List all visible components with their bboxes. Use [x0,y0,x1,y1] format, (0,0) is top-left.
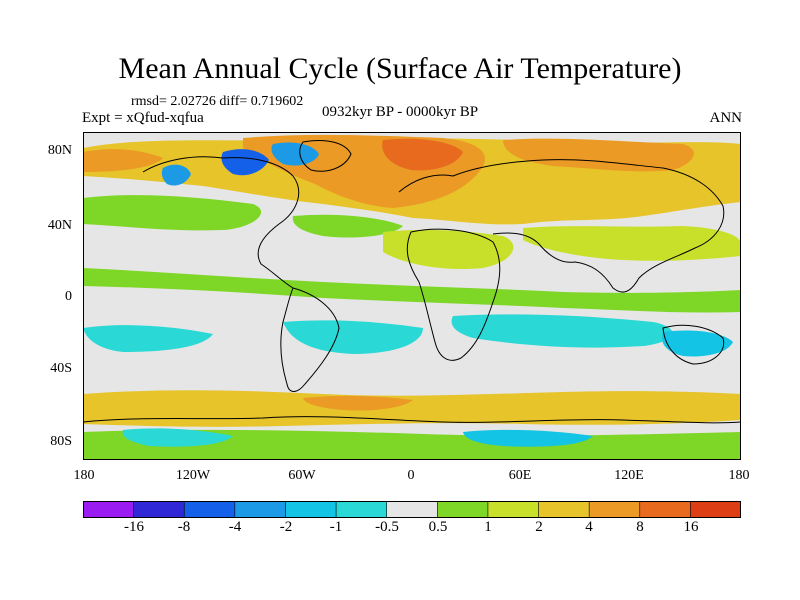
north-atlantic-green [292,214,403,238]
colorbar-label: 2 [535,519,543,535]
positive-anomaly-fields [83,134,741,460]
colorbar-frame [83,501,741,518]
baffin-cold [221,149,269,176]
colorbar-swatch [234,501,287,518]
lon-label-120e: 120E [614,468,644,483]
lat-label-40n: 40N [47,218,72,233]
experiment-label: Expt = xQfud-xqfua [82,110,204,126]
lon-label-60e: 60E [508,468,532,483]
lon-label-60w: 60W [288,468,316,483]
barents-hotspot [382,138,463,171]
coast-greenland [299,140,352,172]
colorbar-swatch [335,501,388,518]
coast-australia [662,324,725,365]
antarctic-cyan-2 [463,429,593,447]
colorbar [83,501,741,518]
canada-cold-blue [161,164,191,186]
colorbar-swatch [538,501,590,518]
colorbar-cells [83,501,741,518]
coastlines [83,140,741,424]
coast-europe-asia [398,159,725,293]
colorbar-swatch [437,501,489,518]
stats-line: rmsd= 2.02726 diff= 0.719602 [131,94,304,109]
colorbar-swatch [285,501,337,518]
antarctic-cyan-1 [122,428,233,447]
antarctic-coast-orange [303,395,413,411]
colorbar-swatch [487,501,540,518]
anomaly-map [83,132,741,460]
colorbar-label: -16 [124,519,144,535]
lat-label-80s: 80S [50,434,72,449]
colorbar-label: 1 [484,519,492,535]
lon-label-180e: 180 [728,468,750,483]
greenland-cold [271,142,319,166]
colorbar-label: 0.5 [428,519,448,535]
south-pacific-cyan [83,325,213,352]
colorbar-label: -0.5 [375,519,399,535]
colorbar-label: 4 [585,519,593,535]
chart-title: Mean Annual Cycle (Surface Air Temperatu… [118,52,682,85]
colorbar-label: -2 [279,519,293,535]
season-label: ANN [709,110,743,126]
coast-africa [406,228,501,361]
colorbar-swatch [183,501,236,518]
lon-label-180w: 180 [73,468,95,483]
lat-label-40s: 40S [50,361,72,376]
colorbar-swatch [588,501,641,518]
negative-anomaly-fields [83,142,733,447]
map-frame [83,132,741,460]
australia-cyan [661,330,733,357]
colorbar-label: -1 [329,519,343,535]
tropical-band-green [83,268,741,313]
period-label: 0932kyr BP - 0000kyr BP [322,104,479,120]
lon-label-0: 0 [407,468,415,483]
sahara-green [383,229,514,270]
colorbar-label: 8 [636,519,644,535]
colorbar-swatch [83,501,135,518]
colorbar-swatch [639,501,692,518]
colorbar-label: 16 [683,519,699,535]
colorbar-swatch [386,501,439,518]
siberia-warm [503,138,694,172]
lat-label-80n: 80N [47,143,72,158]
coast-south-america [280,287,340,392]
southern-ocean-warm [83,390,741,427]
lon-label-120w: 120W [175,468,211,483]
south-indian-cyan [451,314,673,348]
south-atlantic-cyan [283,320,423,354]
colorbar-swatch [133,501,186,518]
lat-label-eq: 0 [65,289,72,304]
coast-north-america [142,156,300,289]
colorbar-label: -4 [228,519,242,535]
colorbar-swatch [690,501,741,518]
coast-antarctica [83,416,741,424]
pacific-north-warm [83,149,163,172]
north-pacific-green [83,195,262,231]
colorbar-label: -8 [177,519,191,535]
